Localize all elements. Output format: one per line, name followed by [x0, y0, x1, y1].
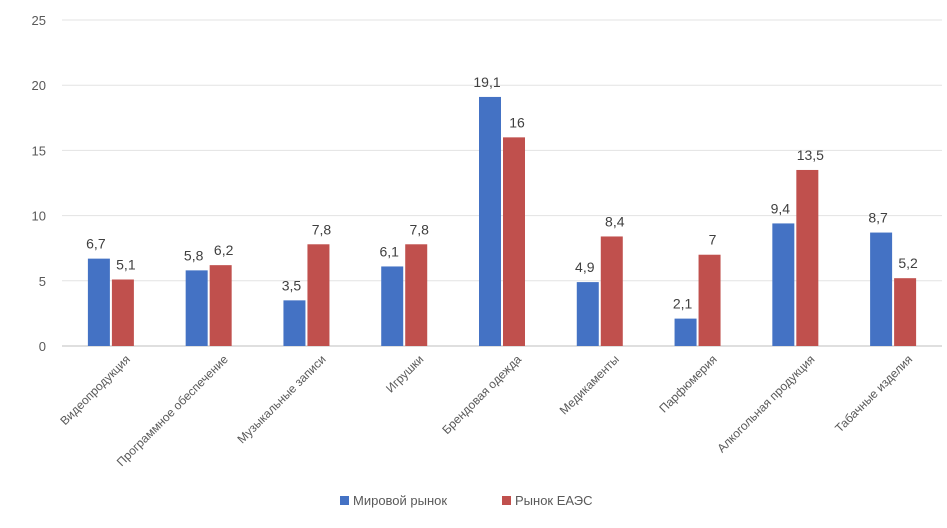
data-label: 8,7 [868, 210, 888, 226]
y-tick-label: 20 [32, 78, 46, 93]
data-label: 16 [509, 114, 525, 130]
bar-world-market [283, 300, 306, 346]
data-label: 6,1 [379, 243, 399, 259]
category-label: Табачные изделия [832, 352, 915, 435]
bar-eaeu-market [503, 137, 525, 346]
data-label: 9,4 [771, 200, 791, 216]
data-label: 7 [709, 232, 717, 248]
data-label: 8,4 [605, 213, 625, 229]
data-label: 13,5 [797, 147, 824, 163]
bar-eaeu-market [111, 279, 134, 346]
bar-world-market [479, 96, 501, 346]
y-tick-label: 15 [32, 143, 46, 158]
y-tick-label: 10 [32, 209, 46, 224]
data-label: 6,2 [214, 242, 234, 258]
data-label: 5,2 [898, 255, 918, 271]
bar-eaeu-market [307, 244, 330, 346]
bar-world-market [870, 232, 893, 346]
data-label: 4,9 [575, 259, 595, 275]
category-label: Видеопродукция [57, 352, 133, 428]
category-label: Программное обеспечение [114, 352, 231, 469]
legend-label: Рынок ЕАЭС [515, 493, 593, 508]
category-label: Музыкальные записи [234, 352, 328, 446]
bar-eaeu-market [894, 278, 917, 346]
y-tick-label: 25 [32, 13, 46, 28]
gridlines [62, 19, 942, 347]
bar-world-market [87, 258, 110, 346]
bar-eaeu-market [405, 244, 428, 346]
category-label: Медикаменты [557, 352, 622, 417]
bar-eaeu-market [600, 236, 623, 346]
bars [87, 96, 917, 346]
bar-eaeu-market [796, 169, 819, 346]
data-label: 7,8 [312, 221, 332, 237]
data-label: 3,5 [282, 277, 302, 293]
data-label: 6,7 [86, 236, 106, 252]
bar-world-market [381, 266, 404, 346]
data-label: 7,8 [409, 221, 429, 237]
data-labels: 6,7 5,1 5,8 6,2 3,5 7,8 6,1 7,8 19,1 16 4,9 8,4 2,1 7… [86, 74, 918, 312]
data-label: 2,1 [673, 296, 693, 312]
data-label: 5,8 [184, 247, 204, 263]
category-label: Парфюмерия [656, 352, 719, 415]
data-label: 19,1 [473, 74, 500, 90]
bar-world-market [185, 270, 208, 346]
legend-swatch-world [340, 496, 349, 505]
legend: Мировой рынок Рынок ЕАЭС [340, 493, 593, 508]
bar-world-market [674, 318, 697, 346]
bar-world-market [772, 223, 795, 346]
legend-swatch-eaeu [502, 496, 511, 505]
y-tick-label: 5 [39, 274, 46, 289]
legend-label: Мировой рынок [353, 493, 447, 508]
category-label: Игрушки [383, 352, 426, 395]
y-axis-ticks: 0 5 10 15 20 25 [32, 13, 46, 354]
bar-eaeu-market [698, 254, 721, 346]
category-label: Брендовая одежда [439, 352, 524, 437]
category-label: Алкогольная продукция [714, 352, 817, 455]
data-label: 5,1 [116, 256, 136, 272]
y-tick-label: 0 [39, 339, 46, 354]
bar-world-market [576, 282, 599, 346]
bar-eaeu-market [209, 265, 232, 346]
